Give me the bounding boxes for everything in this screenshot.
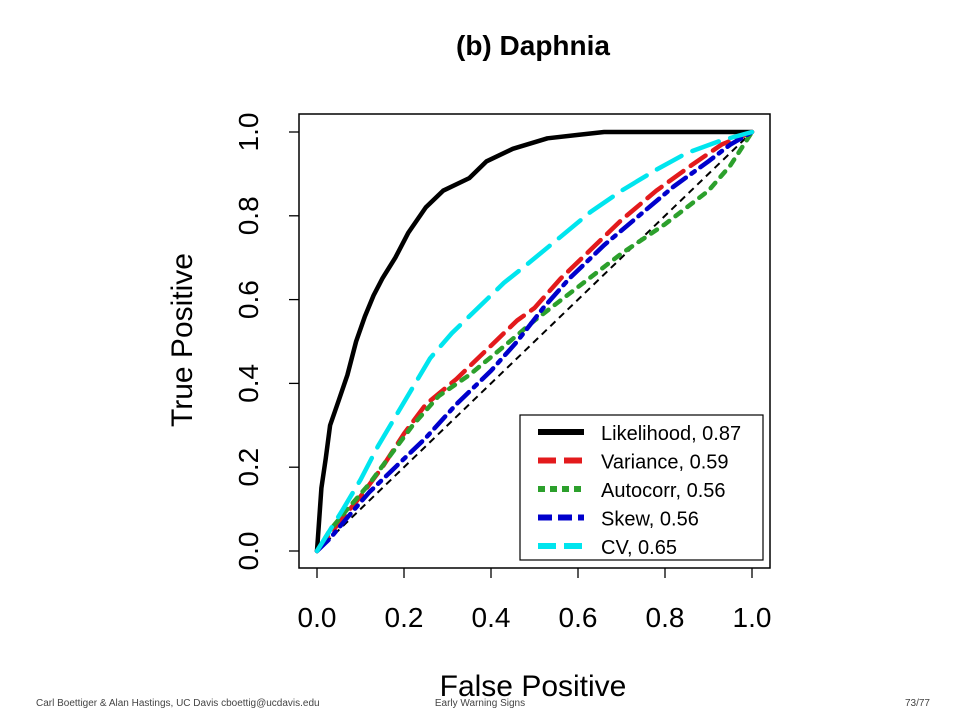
y-tick-label: 0.0 [233,532,264,571]
x-tick-label: 0.2 [385,602,424,633]
y-tick-label: 0.2 [233,448,264,487]
y-tick-label: 0.6 [233,280,264,319]
footer-title: Early Warning Signs [0,698,960,709]
y-axis-label: True Positive [166,253,199,427]
legend-label: Likelihood, 0.87 [601,423,741,445]
slide-footer: Carl Boettiger & Alan Hastings, UC Davis… [0,698,960,712]
footer-page-number: 73/77 [905,698,930,709]
x-tick-label: 0.4 [472,602,511,633]
x-tick-label: 0.6 [559,602,598,633]
x-tick-label: 0.8 [646,602,685,633]
y-tick-label: 1.0 [233,113,264,152]
legend-label: Autocorr, 0.56 [601,480,726,502]
legend: Likelihood, 0.87 Variance, 0.59 Autocorr, … [520,415,763,560]
x-tick-label: 1.0 [733,602,772,633]
y-tick-label: 0.4 [233,364,264,403]
legend-label: Variance, 0.59 [601,452,729,474]
y-tick-label: 0.8 [233,196,264,235]
x-tick-label: 0.0 [298,602,337,633]
legend-label: Skew, 0.56 [601,509,699,531]
chart-title: (b) Daphnia [456,30,610,61]
legend-label: CV, 0.65 [601,537,677,559]
roc-chart: (b) Daphnia 0.0 0.2 0.4 0.6 0.8 1.0 0.0 0.2 0.4 0… [0,0,960,720]
